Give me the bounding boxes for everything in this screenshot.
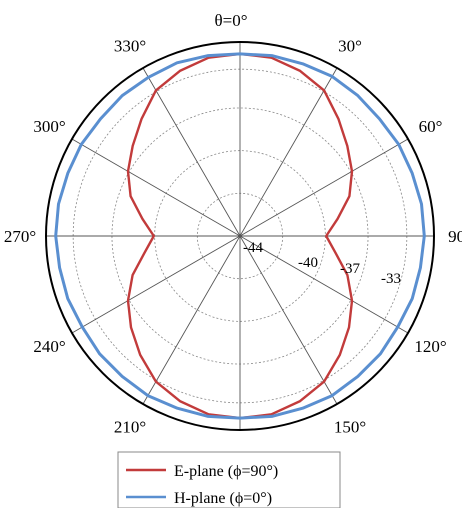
series-h-plane-line: [54, 52, 426, 420]
angle-tick-label: 150°: [334, 418, 366, 437]
angle-tick-label: 240°: [33, 337, 65, 356]
angle-tick-label: 210°: [114, 418, 146, 437]
radial-tick-label: -37: [340, 261, 360, 277]
legend-box: [117, 451, 341, 508]
series-layer: [54, 52, 426, 420]
angle-tick-label: 90°: [448, 227, 462, 246]
radial-tick-label: -44: [243, 240, 263, 256]
legend-label-e-plane: E-plane (ϕ=90°): [174, 463, 278, 480]
plot-boundary: [45, 41, 435, 431]
label-layer: 30° 60° 90° 120° 150° 210° 240° 270° 300° 330° -44…: [4, 37, 462, 437]
chart-title: θ=0°: [214, 11, 247, 30]
angle-tick-label: 60°: [419, 117, 443, 136]
grid-layer: [45, 41, 435, 431]
angle-tick-label: 330°: [114, 37, 146, 56]
legend-label-h-plane: H-plane (ϕ=0°): [174, 490, 272, 507]
angle-tick-label: 270°: [4, 227, 36, 246]
angle-tick-label: 30°: [338, 37, 362, 56]
legend: E-plane (ϕ=90°) H-plane (ϕ=0°): [117, 451, 341, 508]
angle-tick-label: 300°: [33, 117, 65, 136]
radial-tick-label: -40: [298, 255, 318, 271]
grid-spoke: [142, 67, 338, 405]
angle-tick-label: 120°: [414, 337, 446, 356]
radial-tick-label: -33: [381, 271, 401, 287]
